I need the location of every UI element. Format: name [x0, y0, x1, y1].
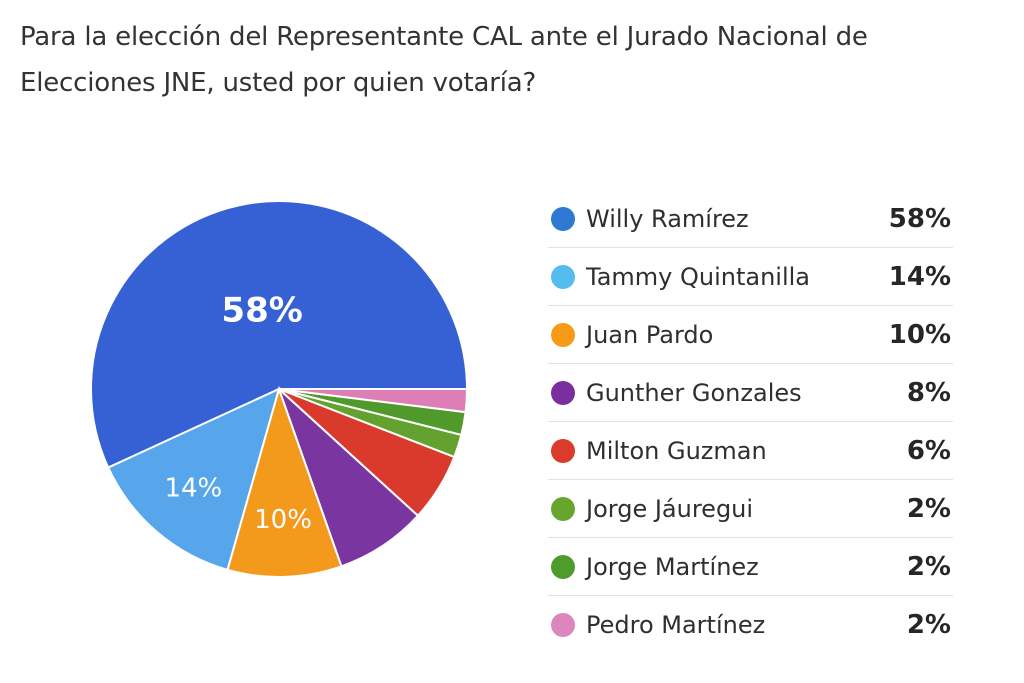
legend-item-willy-ramirez: Willy Ramírez 58%: [548, 190, 953, 248]
legend-dot-icon: [551, 322, 575, 347]
legend-dot-icon: [551, 612, 575, 637]
legend-percentage: 58%: [888, 203, 951, 234]
legend-percentage: 14%: [888, 261, 951, 292]
slice-label-juan-pardo: 10%: [254, 505, 312, 535]
chart-question: Para la elección del Representante CAL a…: [20, 22, 868, 98]
legend-dot-icon: [551, 206, 575, 231]
legend-label: Tammy Quintanilla: [586, 262, 811, 291]
legend-label: Gunther Gonzales: [586, 378, 802, 407]
legend-dot-icon: [551, 264, 575, 289]
legend-percentage: 6%: [906, 435, 951, 466]
slice-label-willy-ramirez: 58%: [221, 290, 302, 330]
legend-item-milton-guzman: Milton Guzman 6%: [548, 422, 953, 480]
slice-label-tammy-quintanilla: 14%: [164, 473, 222, 503]
legend-percentage: 2%: [906, 609, 951, 640]
legend-label: Milton Guzman: [586, 436, 767, 465]
legend-percentage: 2%: [906, 551, 951, 582]
legend-dot-icon: [551, 438, 575, 463]
pie-slice-gunther-gonzales: [278, 388, 420, 568]
legend-label: Willy Ramírez: [586, 204, 749, 233]
legend-item-jorge-martinez: Jorge Martínez 2%: [548, 538, 953, 596]
legend-percentage: 8%: [906, 377, 951, 408]
legend-label: Pedro Martínez: [586, 610, 766, 639]
legend-percentage: 2%: [906, 493, 951, 524]
legend-label: Juan Pardo: [586, 320, 714, 349]
legend: Willy Ramírez 58% Tammy Quintanilla 14% …: [548, 190, 953, 653]
legend-dot-icon: [551, 554, 575, 579]
legend-item-gunther-gonzales: Gunther Gonzales 8%: [548, 364, 953, 422]
pie-slice-juan-pardo: [226, 385, 343, 578]
legend-label: Jorge Martínez: [586, 552, 759, 581]
pie-slice-pedro-martinez: [278, 388, 469, 414]
pie-slice-willy-ramirez: [90, 200, 469, 469]
legend-item-tammy-quintanilla: Tammy Quintanilla 14%: [548, 248, 953, 306]
legend-dot-icon: [551, 496, 575, 521]
legend-item-juan-pardo: Juan Pardo 10%: [548, 306, 953, 364]
legend-item-jorge-jauregui: Jorge Jáuregui 2%: [548, 480, 953, 538]
legend-dot-icon: [551, 380, 575, 405]
pie-slice-tammy-quintanilla: [106, 387, 281, 572]
legend-item-pedro-martinez: Pedro Martínez 2%: [548, 596, 953, 653]
legend-percentage: 10%: [888, 319, 951, 350]
legend-label: Jorge Jáuregui: [586, 494, 754, 523]
